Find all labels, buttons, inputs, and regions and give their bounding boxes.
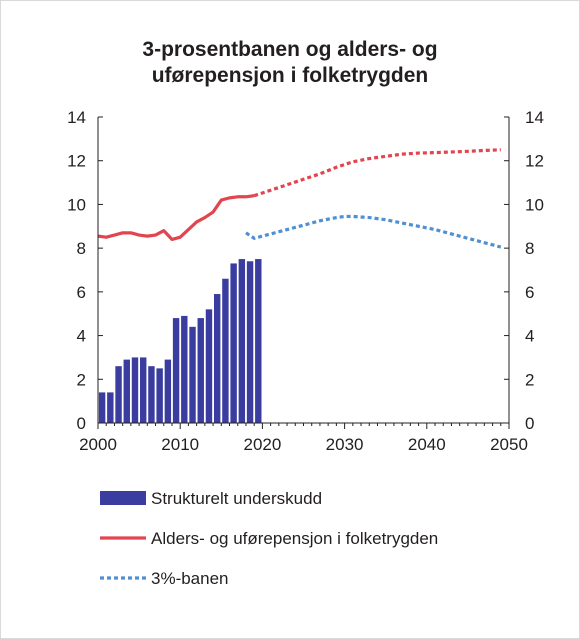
bar-2010 bbox=[181, 315, 188, 423]
bar-2019 bbox=[255, 259, 262, 423]
bar-2014 bbox=[213, 294, 221, 423]
y-right-tick-label-0: 0 bbox=[525, 414, 534, 433]
bar-2007 bbox=[156, 368, 163, 423]
legend-label-0: Strukturelt underskudd bbox=[151, 489, 322, 508]
x-tick-label-2030: 2030 bbox=[326, 435, 364, 454]
y-right-tick-label-8: 8 bbox=[525, 239, 534, 258]
x-tick-label-2050: 2050 bbox=[490, 435, 528, 454]
x-tick-label-2010: 2010 bbox=[161, 435, 199, 454]
y-left-tick-label-4: 4 bbox=[77, 327, 86, 346]
bar-2016 bbox=[230, 263, 237, 423]
y-right-tick-label-14: 14 bbox=[525, 108, 544, 127]
bar-2009 bbox=[172, 318, 180, 423]
y-left-tick-label-0: 0 bbox=[77, 414, 86, 433]
bar-2003 bbox=[123, 359, 130, 423]
y-left-tick-label-10: 10 bbox=[67, 195, 86, 214]
line-series-2 bbox=[245, 214, 502, 249]
bar-2002 bbox=[115, 366, 122, 423]
y-right-tick-label-10: 10 bbox=[525, 195, 544, 214]
y-left-tick-label-8: 8 bbox=[77, 239, 86, 258]
x-tick-label-2020: 2020 bbox=[243, 435, 281, 454]
bar-2017 bbox=[238, 259, 246, 423]
line-series-0 bbox=[97, 194, 255, 241]
bar-2015 bbox=[222, 278, 229, 423]
bar-2004 bbox=[131, 357, 139, 423]
x-tick-label-2000: 2000 bbox=[79, 435, 117, 454]
bar-2013 bbox=[205, 309, 213, 423]
y-right-tick-label-2: 2 bbox=[525, 370, 534, 389]
axes: 0 2 4 6 8 10 12 14 0 2 4 6 8 10 12 14 2000 2010 2020 2030 20… bbox=[67, 108, 544, 454]
x-tick-label-2040: 2040 bbox=[408, 435, 446, 454]
legend-swatch-bar bbox=[100, 491, 146, 505]
bar-2000 bbox=[98, 392, 106, 423]
y-right-tick-label-12: 12 bbox=[525, 152, 544, 171]
line-series-1 bbox=[253, 148, 501, 198]
bar-2001 bbox=[107, 392, 114, 423]
legend-label-2: 3%-banen bbox=[151, 569, 229, 588]
legend-label-1: Alders- og uførepensjon i folketrygden bbox=[151, 529, 438, 548]
bar-series bbox=[98, 259, 262, 423]
bar-2006 bbox=[148, 366, 155, 423]
bar-2008 bbox=[164, 359, 172, 423]
y-left-tick-label-14: 14 bbox=[67, 108, 86, 127]
bar-2011 bbox=[189, 326, 196, 423]
bar-2012 bbox=[197, 318, 204, 423]
y-left-tick-label-2: 2 bbox=[77, 370, 86, 389]
bar-2018 bbox=[246, 261, 254, 423]
y-right-tick-label-6: 6 bbox=[525, 283, 534, 302]
chart-title-line-2: uførepensjon i folketrygden bbox=[151, 64, 429, 87]
bar-2005 bbox=[140, 357, 147, 423]
y-right-tick-label-4: 4 bbox=[525, 327, 534, 346]
chart-title-line-1: 3-prosentbanen og alders- og bbox=[142, 38, 438, 61]
legend: Strukturelt underskudd Alders- og uførepe… bbox=[100, 489, 438, 588]
y-left-tick-label-6: 6 bbox=[77, 283, 86, 302]
line-series bbox=[97, 148, 502, 249]
y-left-tick-label-12: 12 bbox=[67, 152, 86, 171]
